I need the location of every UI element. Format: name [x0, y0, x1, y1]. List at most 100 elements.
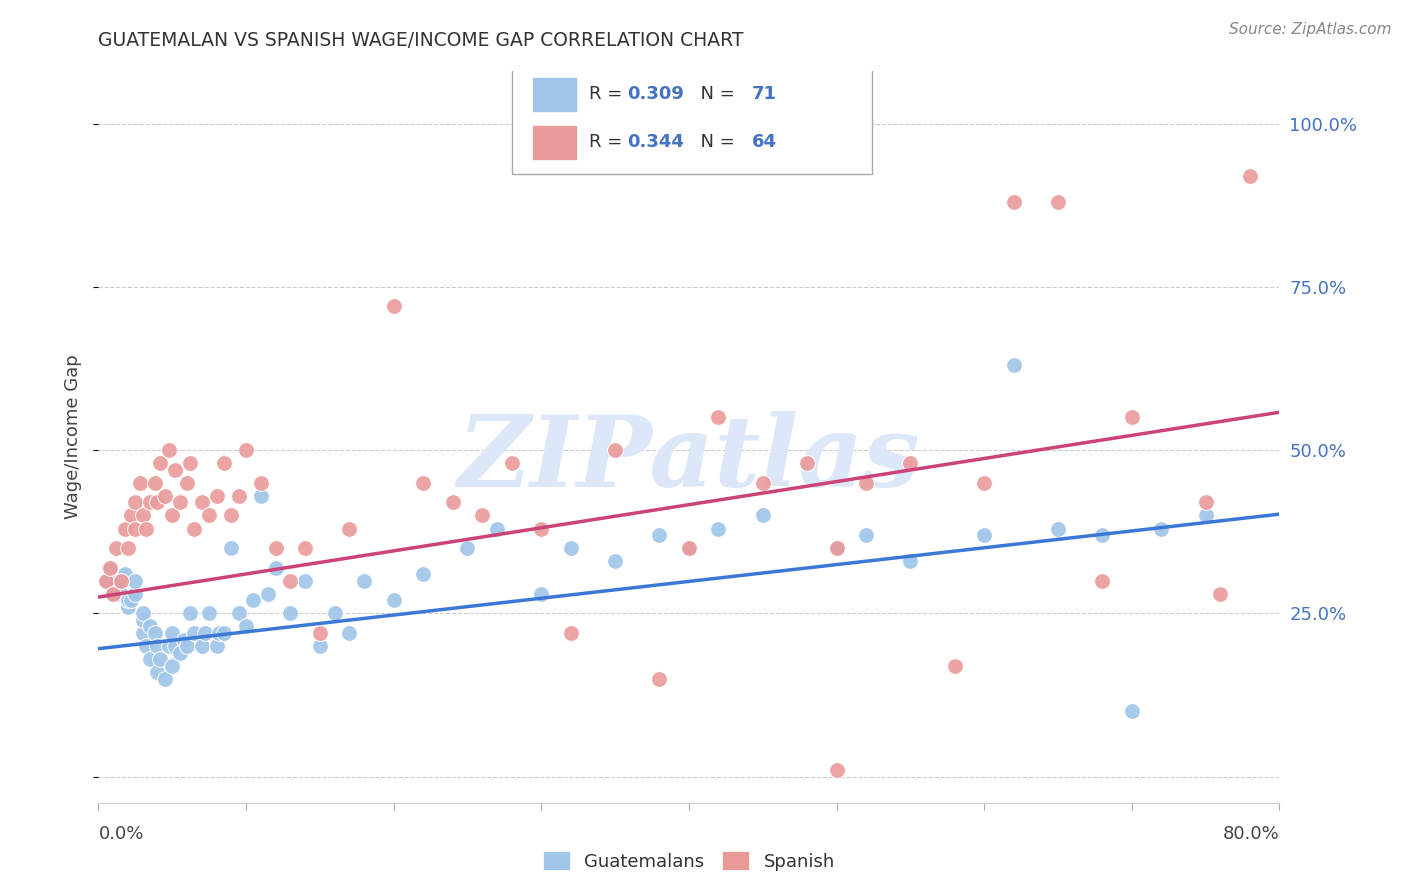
Spanish	[250, 475, 273, 490]
Guatemalans	[486, 521, 509, 535]
Guatemalans	[382, 593, 405, 607]
Guatemalans	[1002, 358, 1025, 372]
Spanish	[135, 521, 157, 535]
Guatemalans	[165, 639, 187, 653]
Guatemalans	[339, 626, 360, 640]
Spanish	[796, 456, 818, 470]
Guatemalans	[530, 587, 553, 601]
Guatemalans	[132, 613, 155, 627]
Spanish	[751, 475, 773, 490]
Guatemalans	[219, 541, 242, 555]
Guatemalans	[139, 619, 162, 633]
Spanish	[132, 508, 155, 523]
Guatemalans	[264, 560, 287, 574]
Guatemalans	[678, 541, 700, 555]
Guatemalans	[456, 541, 478, 555]
FancyBboxPatch shape	[531, 125, 576, 160]
Guatemalans	[235, 619, 257, 633]
Spanish	[900, 456, 922, 470]
Guatemalans	[412, 567, 434, 582]
Guatemalans	[157, 639, 180, 653]
Guatemalans	[208, 626, 231, 640]
Guatemalans	[162, 626, 183, 640]
Spanish	[1091, 574, 1114, 588]
Spanish	[205, 489, 228, 503]
Guatemalans	[114, 567, 136, 582]
Spanish	[183, 521, 205, 535]
Spanish	[165, 463, 187, 477]
Spanish	[382, 300, 405, 314]
Spanish	[560, 626, 582, 640]
Spanish	[105, 541, 128, 555]
Spanish	[1002, 194, 1025, 209]
Guatemalans	[169, 646, 191, 660]
Guatemalans	[560, 541, 582, 555]
Guatemalans	[605, 554, 627, 568]
Text: R =: R =	[589, 133, 627, 151]
FancyBboxPatch shape	[531, 78, 576, 112]
Spanish	[117, 541, 139, 555]
Text: 0.344: 0.344	[627, 133, 685, 151]
Spanish	[441, 495, 464, 509]
Guatemalans	[194, 626, 217, 640]
Text: Source: ZipAtlas.com: Source: ZipAtlas.com	[1229, 22, 1392, 37]
Spanish	[191, 495, 214, 509]
Guatemalans	[707, 521, 730, 535]
Guatemalans	[179, 607, 201, 621]
Guatemalans	[278, 607, 302, 621]
Guatemalans	[1091, 528, 1114, 542]
Guatemalans	[250, 489, 273, 503]
Guatemalans	[143, 626, 166, 640]
FancyBboxPatch shape	[512, 54, 872, 174]
Spanish	[176, 475, 198, 490]
Guatemalans	[149, 652, 172, 666]
Spanish	[153, 489, 176, 503]
Spanish	[605, 443, 627, 458]
Spanish	[1121, 410, 1143, 425]
Spanish	[825, 763, 848, 777]
Spanish	[264, 541, 287, 555]
Guatemalans	[117, 593, 139, 607]
Spanish	[94, 574, 117, 588]
Spanish	[1046, 194, 1069, 209]
Guatemalans	[135, 639, 157, 653]
Spanish	[143, 475, 166, 490]
Text: 0.0%: 0.0%	[98, 825, 143, 843]
Spanish	[501, 456, 523, 470]
Text: R =: R =	[589, 85, 627, 103]
Guatemalans	[900, 554, 922, 568]
Spanish	[124, 495, 146, 509]
Guatemalans	[855, 528, 877, 542]
Guatemalans	[139, 652, 162, 666]
Guatemalans	[162, 658, 183, 673]
Spanish	[169, 495, 191, 509]
Text: N =: N =	[689, 85, 741, 103]
Text: 71: 71	[752, 85, 776, 103]
Guatemalans	[94, 574, 117, 588]
Spanish	[212, 456, 235, 470]
Spanish	[707, 410, 730, 425]
Guatemalans	[973, 528, 995, 542]
Spanish	[198, 508, 221, 523]
Guatemalans	[117, 599, 139, 614]
Guatemalans	[110, 587, 132, 601]
Text: 80.0%: 80.0%	[1223, 825, 1279, 843]
Spanish	[678, 541, 700, 555]
Legend: Guatemalans, Spanish: Guatemalans, Spanish	[536, 844, 842, 878]
Spanish	[1209, 587, 1232, 601]
Spanish	[309, 626, 332, 640]
Spanish	[128, 475, 150, 490]
Guatemalans	[1195, 508, 1218, 523]
Guatemalans	[153, 672, 176, 686]
Guatemalans	[124, 587, 146, 601]
Guatemalans	[146, 665, 169, 680]
Spanish	[471, 508, 494, 523]
Guatemalans	[323, 607, 346, 621]
Guatemalans	[124, 574, 146, 588]
Guatemalans	[146, 639, 169, 653]
Text: 0.309: 0.309	[627, 85, 685, 103]
Spanish	[648, 672, 671, 686]
Guatemalans	[309, 639, 332, 653]
Spanish	[146, 495, 169, 509]
Spanish	[179, 456, 201, 470]
